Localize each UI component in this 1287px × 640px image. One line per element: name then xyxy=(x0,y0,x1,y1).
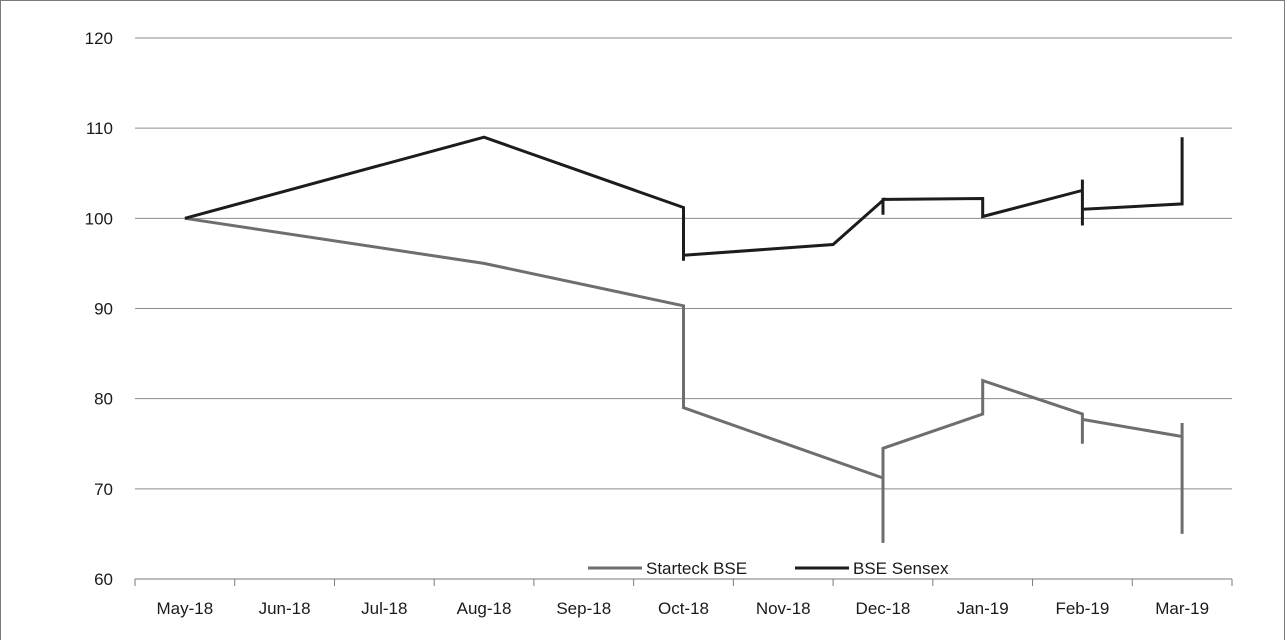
x-tick-labels: May-18 Jun-18 Jul-18 Aug-18 Sep-18 Oct-18 Nov-… xyxy=(157,599,1210,618)
y-tick-label: 120 xyxy=(85,29,113,48)
x-tick-label: May-18 xyxy=(157,599,214,618)
y-tick-label: 110 xyxy=(86,119,113,138)
legend: Starteck BSE BSE Sensex xyxy=(588,559,949,578)
x-tick-label: Nov-18 xyxy=(756,599,811,618)
x-tick-label: Mar-19 xyxy=(1155,599,1209,618)
x-tick-label: Jan-19 xyxy=(957,599,1009,618)
y-tick-label: 70 xyxy=(94,480,113,499)
x-tick-label: Sep-18 xyxy=(556,599,611,618)
y-tick-label: 80 xyxy=(94,390,113,409)
x-tick-label: Aug-18 xyxy=(457,599,512,618)
y-tick-labels: 60 70 80 90 100 110 120 xyxy=(85,29,113,589)
series-lines xyxy=(184,135,1184,543)
x-tick-label: Dec-18 xyxy=(856,599,911,618)
y-tick-label: 100 xyxy=(85,209,113,228)
x-tick-label: Oct-18 xyxy=(658,599,709,618)
x-axis xyxy=(134,578,1233,586)
series-line-starteck-bse xyxy=(184,216,1184,543)
x-tick-label: Jul-18 xyxy=(361,599,407,618)
grid-lines xyxy=(135,37,1232,490)
legend-label-starteck-bse: Starteck BSE xyxy=(646,559,747,578)
legend-label-bse-sensex: BSE Sensex xyxy=(853,559,949,578)
y-tick-label: 90 xyxy=(94,300,113,319)
y-tick-label: 60 xyxy=(94,570,113,589)
series-line-bse-sensex xyxy=(184,135,1184,261)
x-tick-label: Feb-19 xyxy=(1055,599,1109,618)
x-tick-label: Jun-18 xyxy=(259,599,311,618)
